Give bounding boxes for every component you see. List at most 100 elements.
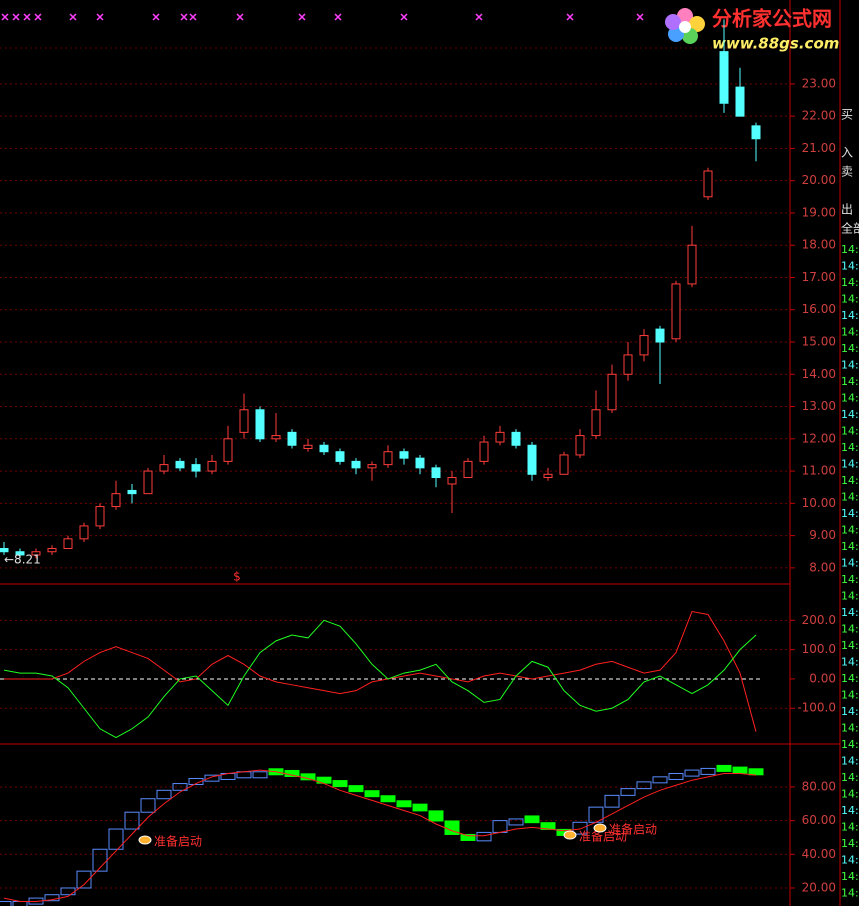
top-marker [334,13,342,21]
y-tick-label: 11.00 [802,464,836,478]
block [524,815,540,824]
side-time: 14:5 [841,309,859,322]
y-tick-label: 13.00 [802,399,836,413]
candle-body [287,431,297,446]
block [716,764,732,772]
y-tick-label: 80.00 [802,779,836,793]
side-time: 14:5 [841,276,859,289]
candle-body [47,548,57,553]
candle-body [527,444,537,475]
side-time: 14:5 [841,722,859,735]
candle-body [463,460,473,479]
side-time: 14:5 [841,474,859,487]
y-tick-label: 8.00 [809,560,836,574]
candle-body [575,435,585,456]
top-marker [34,13,42,21]
line [3,619,757,739]
candle-body [159,464,169,472]
block [748,768,764,776]
low-label: ←8.21 [4,553,41,567]
side-time: 14:5 [841,623,859,636]
signal-icon [563,830,577,840]
candle-body [655,328,665,343]
side-time: 14:5 [841,755,859,768]
candle-body [335,451,345,462]
candle-body [735,86,745,117]
y-tick-label: 0.00 [809,671,836,685]
y-tick-label: 16.00 [802,302,836,316]
watermark-title: 分析家公式网 [712,7,832,31]
block [252,771,268,779]
y-tick-label: 23.00 [802,76,836,90]
side-time: 14:5 [841,425,859,438]
y-tick-label: 20.00 [802,880,836,894]
block [396,800,412,808]
side-time: 14:5 [841,408,859,421]
block [652,776,668,784]
top-marker [152,13,160,21]
block [572,821,588,835]
candle-body [239,409,249,433]
side-time: 14:5 [841,524,859,537]
y-tick-label: 21.00 [802,141,836,155]
logo [665,8,705,44]
top-marker [189,13,197,21]
candle-body [143,470,153,495]
side-time: 14:5 [841,656,859,669]
candle-body [367,464,377,469]
candle-body [351,460,361,469]
side-button: 买 [841,108,853,122]
candle-body [511,431,521,446]
side-time: 14:5 [841,689,859,702]
side-time: 14:5 [841,854,859,867]
block [44,894,60,902]
side-time: 14:5 [841,870,859,883]
block [428,810,444,822]
candle-body [607,373,617,411]
block [332,780,348,788]
candle-body [399,451,409,459]
candle-body [15,551,25,556]
signal-label: 准备启动 [609,823,657,837]
side-button: 全部 [841,221,859,236]
block [156,789,172,800]
side-time: 14:5 [841,821,859,834]
candle-body [271,435,281,440]
y-tick-label: 14.00 [802,367,836,381]
side-time: 14:5 [841,590,859,603]
side-time: 14:5 [841,243,859,256]
block [732,766,748,774]
side-time: 14:5 [841,260,859,273]
side-time: 14:5 [841,573,859,586]
side-time: 14:5 [841,606,859,619]
side-time: 14:5 [841,738,859,751]
y-tick-label: 18.00 [802,238,836,252]
y-tick-label: 22.00 [802,109,836,123]
block [620,788,636,796]
y-tick-label: 10.00 [802,496,836,510]
top-marker [96,13,104,21]
top-marker [69,13,77,21]
candle-body [687,244,697,285]
side-time: 14:5 [841,491,859,504]
side-time: 14:5 [841,375,859,388]
candle-body [639,335,649,356]
signal-icon [593,823,607,833]
candle-body [559,454,569,475]
side-time: 14:5 [841,507,859,520]
signal-mark: $ [233,570,241,584]
y-tick-label: -100.0 [797,701,836,715]
candle-body [495,431,505,443]
candle-body [479,441,489,462]
block [124,811,140,830]
y-tick-label: 60.00 [802,813,836,827]
side-time: 14:5 [841,837,859,850]
candle-body [591,409,601,437]
y-tick-label: 200.0 [802,613,836,627]
side-time: 14:5 [841,441,859,454]
y-tick-label: 15.00 [802,335,836,349]
top-marker [236,13,244,21]
block [108,828,124,850]
candle-body [543,473,553,479]
